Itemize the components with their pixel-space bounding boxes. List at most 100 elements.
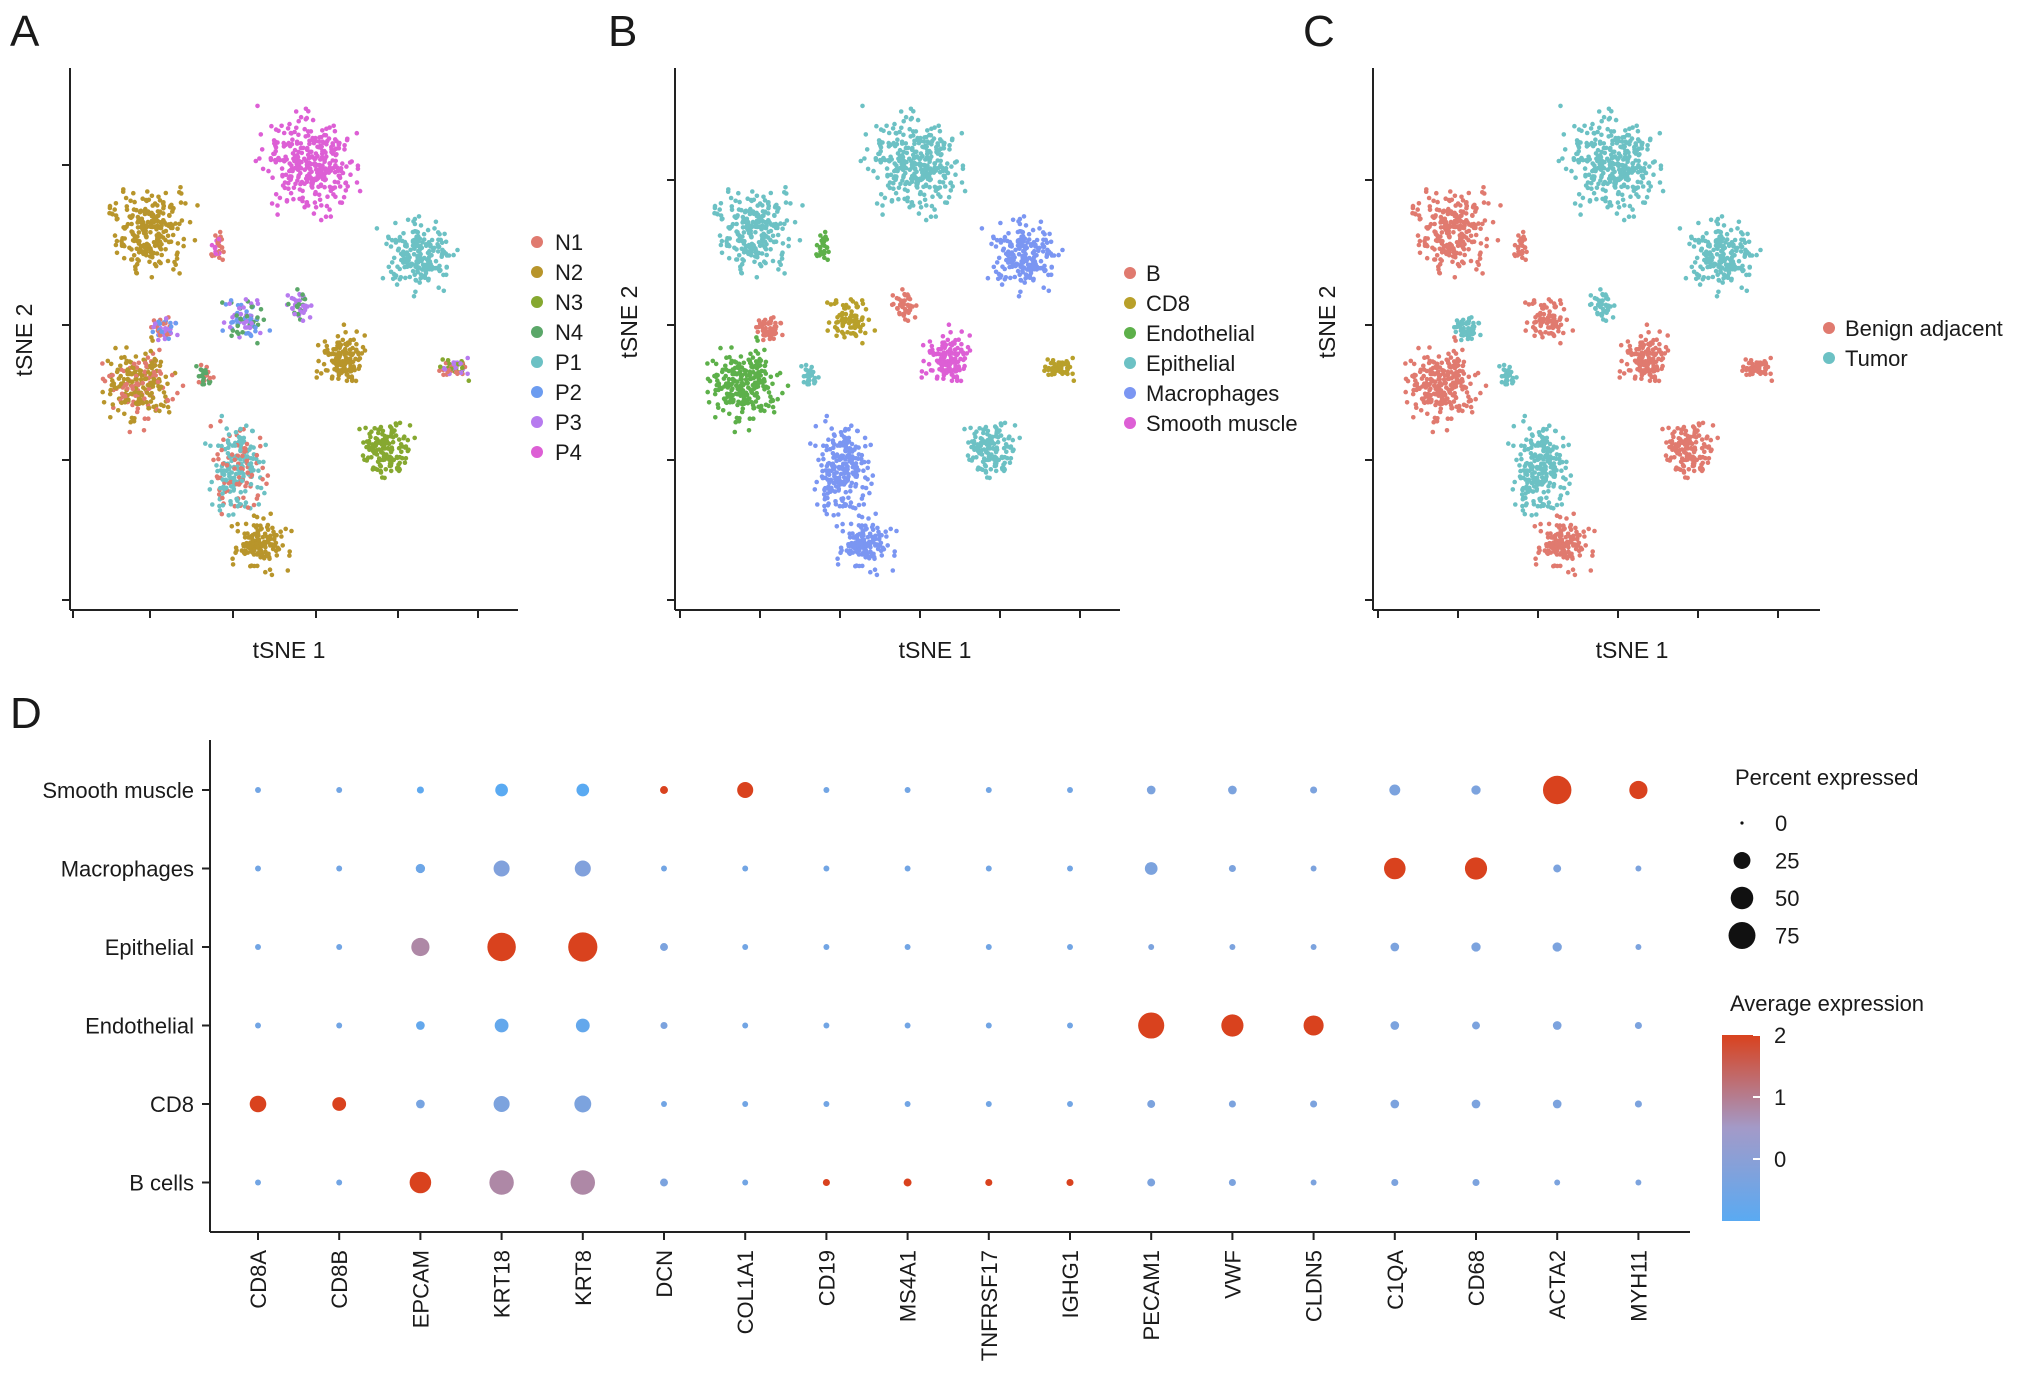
tsne-point [301,145,306,151]
tsne-point [351,337,357,343]
tsne-point [443,239,449,245]
tsne-point [155,239,160,244]
tsne-point [712,210,717,216]
tsne-point [146,416,151,422]
tsne-point [131,365,136,371]
tsne-point [852,325,858,331]
tsne-point [175,390,180,396]
tsne-point [247,325,253,331]
tsne-point [993,468,999,474]
tsne-point [1615,177,1621,182]
tsne-point [1590,121,1595,127]
tsne-point [1025,240,1030,245]
tsne-point [390,276,396,282]
tsne-point [1643,170,1649,176]
tsne-point [175,332,180,338]
tsne-point [1454,376,1460,382]
tsne-point [315,173,321,179]
tsne-point [1513,502,1518,507]
tsne-point [893,190,899,196]
tsne-point [131,190,136,196]
tsne-point [402,460,408,466]
tsne-point [898,181,903,187]
tsne-point [417,236,423,241]
tsne-point [1435,199,1440,205]
tsne-point [149,360,155,366]
tsne-point [137,238,142,244]
tsne-point [952,160,958,165]
tsne-point [1637,152,1642,157]
tsne-point [882,195,888,201]
tsne-point [198,367,204,372]
tsne-point [170,396,175,402]
tsne-point [198,362,204,368]
tsne-point [783,200,789,205]
tsne-point [1031,259,1036,265]
tsne-point [801,379,807,385]
tsne-point [954,374,960,379]
tsne-point [415,269,421,275]
tsne-point [381,454,387,460]
tsne-point [241,435,247,441]
tsne-point [799,364,804,369]
tsne-point [1483,383,1489,389]
tsne-point [356,357,361,363]
tsne-point [736,233,742,238]
tsne-point [1001,437,1007,442]
tsne-point [1001,466,1007,472]
tsne-point [261,516,266,521]
tsne-point [1022,236,1028,241]
tsne-point [880,140,885,145]
tsne-point [770,258,776,264]
tsne-point [310,117,316,123]
tsne-point [838,471,844,477]
tsne-point [899,125,904,131]
tsne-point [898,109,904,114]
tsne-point [216,443,221,449]
tsne-point [370,448,376,454]
tsne-point [1454,404,1459,410]
tsne-point [194,364,199,369]
tsne-point [1434,238,1440,244]
tsne-point [989,438,994,444]
tsne-point [146,386,152,392]
tsne-point [818,244,823,250]
tsne-point [347,160,353,165]
legend-b-label-smooth-muscle: Smooth muscle [1146,411,1298,436]
tsne-point [861,468,866,474]
tsne-point [920,342,926,348]
tsne-point [244,458,249,464]
tsne-point [846,435,852,441]
tsne-point [152,321,158,327]
tsne-point [333,163,338,168]
tsne-point [998,237,1003,243]
tsne-point [403,456,409,461]
tsne-point [325,368,330,373]
tsne-point [1657,130,1663,136]
tsne-point [718,345,723,351]
tsne-point [1050,358,1056,363]
tsne-point [1033,242,1038,248]
tsne-point [1593,137,1598,142]
tsne-point [1482,218,1488,223]
tsne-point [899,141,905,146]
tsne-point [1643,161,1648,166]
tsne-point [884,123,889,129]
tsne-point [1472,372,1478,378]
tsne-point [255,485,260,490]
tsne-point [749,390,755,396]
tsne-point [1434,207,1440,212]
tsne-point [256,502,262,507]
tsne-point [241,305,246,310]
tsne-point [101,400,107,405]
tsne-point [362,348,368,353]
tsne-point [248,563,253,569]
tsne-point [1657,180,1663,185]
tsne-point [455,371,460,377]
tsne-point [1582,166,1588,171]
tsne-point [124,358,130,364]
legend-a-label-p3: P3 [555,410,582,435]
tsne-point [419,258,424,264]
tsne-point [310,137,316,143]
tsne-point [269,572,275,578]
